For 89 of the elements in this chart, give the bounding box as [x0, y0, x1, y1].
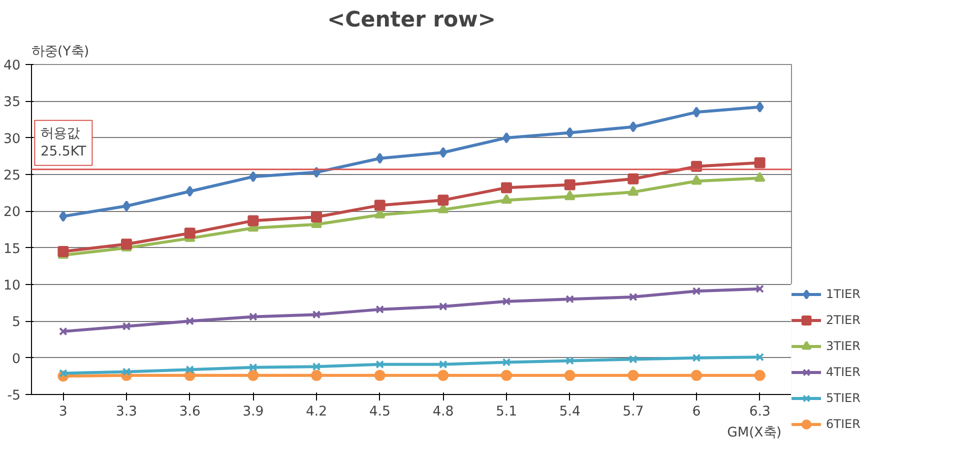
legend-label: 5TIER [826, 391, 860, 405]
point [186, 316, 194, 326]
point [564, 370, 576, 381]
point [501, 194, 512, 204]
y-tick-label: 0 [12, 352, 21, 367]
point [186, 365, 194, 374]
x-tick-label: 3.3 [116, 404, 138, 420]
chart-title: <Center row> [327, 8, 496, 32]
x-tick-label: 5.1 [496, 404, 518, 420]
x-tick-label: 5.7 [622, 404, 644, 420]
point [628, 355, 638, 364]
point [376, 360, 384, 369]
y-tick-label: 20 [4, 205, 21, 220]
point [629, 121, 638, 132]
point [754, 370, 766, 381]
point [692, 286, 701, 296]
point [756, 352, 764, 362]
point [121, 238, 132, 250]
point [691, 174, 702, 185]
point [311, 370, 322, 381]
x-tick-label: 6 [692, 404, 701, 420]
y-tick-label: 5 [12, 315, 21, 330]
point [691, 370, 702, 381]
point [58, 327, 68, 336]
x-tick-label: 3.6 [179, 404, 200, 420]
point [501, 370, 512, 381]
point [184, 228, 196, 239]
x-axis-title: GM(X축) [727, 426, 782, 440]
legend-label: 3TIER [826, 339, 860, 353]
point [311, 212, 322, 223]
x-tick-label: 6.3 [749, 404, 770, 420]
legend-label: 1TIER [826, 287, 860, 301]
x-tick-label: 5.4 [559, 404, 580, 420]
point [58, 246, 69, 257]
point [312, 362, 321, 371]
point [439, 147, 448, 158]
y-tick-label: 40 [4, 58, 21, 74]
point [692, 354, 701, 362]
point [502, 297, 511, 306]
y-axis-title: 하중(Y축) [32, 44, 90, 60]
point [756, 284, 764, 294]
point [628, 186, 639, 196]
point [628, 370, 639, 381]
point [248, 370, 259, 381]
legend-label: 4TIER [826, 365, 860, 379]
point [376, 305, 384, 314]
point [501, 182, 512, 194]
point [312, 310, 321, 319]
y-tick-label: 35 [4, 95, 21, 110]
legend-label: 2TIER [826, 313, 860, 327]
point [438, 360, 448, 369]
point [249, 171, 258, 182]
point [502, 358, 511, 366]
point [628, 173, 639, 184]
point [58, 369, 68, 378]
point [566, 294, 574, 304]
point [438, 370, 449, 381]
y-tick-label: 25 [4, 168, 21, 184]
point [438, 302, 448, 311]
y-tick-label: 15 [4, 242, 21, 257]
point [564, 179, 576, 190]
x-tick-label: 3 [58, 404, 68, 420]
point [59, 210, 68, 222]
point [248, 363, 258, 372]
point [186, 186, 194, 197]
point [564, 190, 576, 200]
x-tick-label: 3.9 [242, 404, 264, 420]
point [122, 322, 131, 330]
ref-line-label: 허용값 25.5KT [40, 126, 88, 160]
point [566, 356, 574, 365]
point [628, 292, 638, 302]
y-tick-label: 10 [4, 278, 21, 294]
point [374, 370, 386, 381]
point [248, 312, 258, 321]
x-tick-label: 4.8 [432, 404, 454, 420]
point [438, 194, 449, 206]
point [754, 157, 766, 168]
point [376, 152, 384, 164]
y-tick-label: 30 [4, 132, 21, 147]
point [248, 215, 259, 226]
x-tick-label: 4.5 [369, 404, 390, 420]
point [374, 200, 386, 211]
point [754, 172, 766, 182]
point [566, 127, 574, 138]
point [122, 368, 131, 376]
x-tick-label: 4.2 [306, 404, 328, 420]
legend-label: 6TIER [826, 417, 860, 431]
point [756, 102, 764, 113]
y-tick-label: -5 [7, 388, 21, 404]
